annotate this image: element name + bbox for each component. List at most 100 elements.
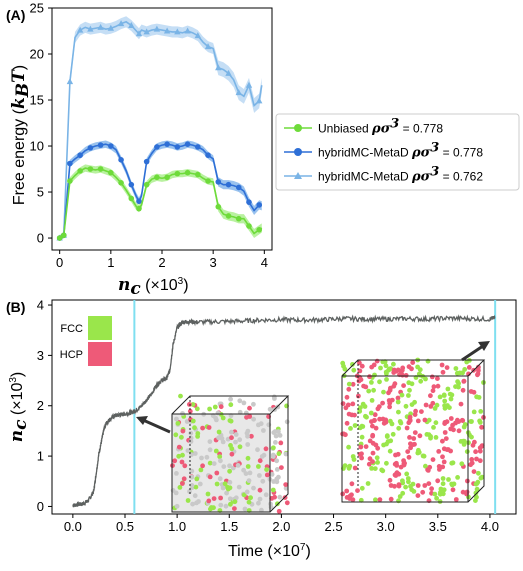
x-tick-label: 1.0 [168,519,186,534]
series-point-0 [60,232,67,239]
y-tick-label: 1 [37,449,44,464]
structure-legend: FCC HCP [60,316,112,366]
series-point-0 [154,174,160,181]
series-point-2 [184,27,191,34]
legend-entry-label: hybridMC-MetaD ρσ3 = 0.762 [318,165,483,185]
series-point-1 [205,152,211,159]
series-point-1 [256,202,263,208]
series-point-2 [128,21,135,28]
legend-marker [294,172,302,179]
series-point-2 [194,32,202,39]
x-tick-label: 0 [56,255,63,270]
y-tick-label: 4 [37,298,44,313]
series-point-1 [67,160,73,167]
series-point-0 [118,180,124,186]
legend-entry-label: hybridMC-MetaD ρσ3 = 0.778 [318,141,483,161]
y-axis-label: Free energy (kBT) [9,65,33,205]
series-point-1 [97,142,104,148]
series-point-2 [135,30,143,37]
snapshot-early [170,393,290,514]
y-tick-label: 25 [30,1,44,16]
series-band-2 [59,16,262,241]
y-tick-label: 0 [37,499,44,514]
structure-label-fcc: FCC [60,323,83,335]
series-point-1 [235,184,242,191]
series-point-2 [245,81,253,88]
series-point-2 [76,26,84,33]
series-point-1 [136,198,142,205]
series-point-0 [174,170,181,177]
x-tick-label: 0.0 [64,519,82,534]
series-point-1 [225,181,232,188]
series-line-2 [59,20,263,239]
series-point-2 [235,89,242,96]
series-point-1 [87,145,94,151]
series-point-0 [225,213,232,219]
y-tick-label: 15 [30,93,44,108]
x-tick-label: 3.0 [377,519,395,534]
x-tick-label: 4.0 [481,519,499,534]
x-tick-label: 1.5 [220,519,238,534]
series-point-1 [174,144,181,150]
arrow-early [142,418,171,434]
series-point-1 [118,157,124,163]
series-point-0 [246,223,252,229]
x-tick-label: 1 [107,255,114,270]
panel-a-label: (A) [6,7,25,23]
panel-b-plot: 0.0 0.5 1.0 1.5 2.0 2.5 3.0 3.5 4.0 0 1 2 3 4 Time (×1… [7,298,517,560]
legend-entry-label: Unbiased ρσ3 = 0.778 [318,117,443,137]
snapshot-insets [136,341,490,514]
series-point-0 [67,178,73,184]
series-point-1 [164,141,170,147]
series-point-2 [153,25,161,32]
series-point-2 [163,27,171,34]
series-band-1 [59,140,262,241]
x-axis-label: Time (×107) [228,542,311,560]
snapshot-late [340,357,486,504]
series-line-1 [59,143,263,239]
series-point-2 [174,28,181,35]
y-tick-label: 3 [37,348,44,363]
series-point-2 [225,69,232,76]
series-point-2 [107,24,115,31]
x-tick-label: 0.5 [116,519,134,534]
series-point-0 [56,235,63,241]
series-point-0 [87,166,94,172]
series-point-1 [246,199,252,205]
x-tick-label: 2 [158,255,165,270]
structure-swatch-hcp [88,342,112,366]
series-point-0 [97,166,104,172]
y-tick-label: 2 [37,398,44,413]
panel-a-legend: Unbiased ρσ3 = 0.778 hybridMC-MetaD ρσ3 =… [275,113,520,191]
series-point-1 [128,181,135,188]
series-point-0 [164,174,170,181]
series-point-2 [143,28,150,35]
y-tick-label: 10 [30,139,44,154]
series-point-1 [195,144,201,150]
series-point-1 [215,179,222,185]
series-point-1 [77,152,83,159]
series-point-2 [256,97,263,104]
series-point-2 [117,20,125,27]
series-point-2 [97,23,104,30]
series-band-0 [59,164,262,241]
panel-b-frame [51,299,517,515]
series-point-0 [77,168,83,174]
x-tick-label: 2.0 [272,519,290,534]
series-point-0 [235,215,242,222]
series-point-2 [204,43,212,50]
series-point-0 [184,169,191,176]
series-point-1 [184,141,191,147]
legend-marker [294,124,302,132]
arrow-late-head [478,341,490,351]
series-point-0 [195,171,201,178]
x-tick-label: 3.5 [429,519,447,534]
series-point-1 [154,144,160,150]
trajectory-line [72,314,496,508]
x-axis-label: nc (×103) [118,275,189,299]
series-point-0 [205,178,211,184]
legend-marker [294,148,302,156]
x-tick-label: 4 [261,255,268,270]
arrow-late [461,344,484,362]
